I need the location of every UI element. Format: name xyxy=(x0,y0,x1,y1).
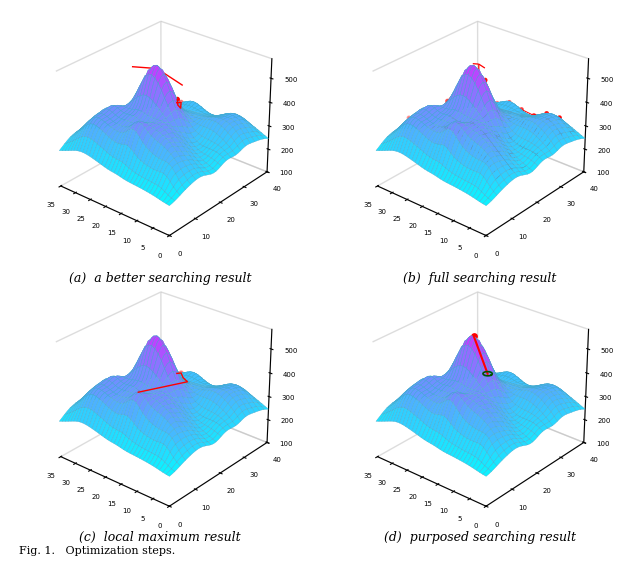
Text: (c)  local maximum result: (c) local maximum result xyxy=(79,531,241,544)
Text: Fig. 1.   Optimization steps.: Fig. 1. Optimization steps. xyxy=(19,546,175,556)
Text: (d)  purposed searching result: (d) purposed searching result xyxy=(384,531,576,544)
Text: (b)  full searching result: (b) full searching result xyxy=(403,272,557,285)
Text: (a)  a better searching result: (a) a better searching result xyxy=(68,272,252,285)
